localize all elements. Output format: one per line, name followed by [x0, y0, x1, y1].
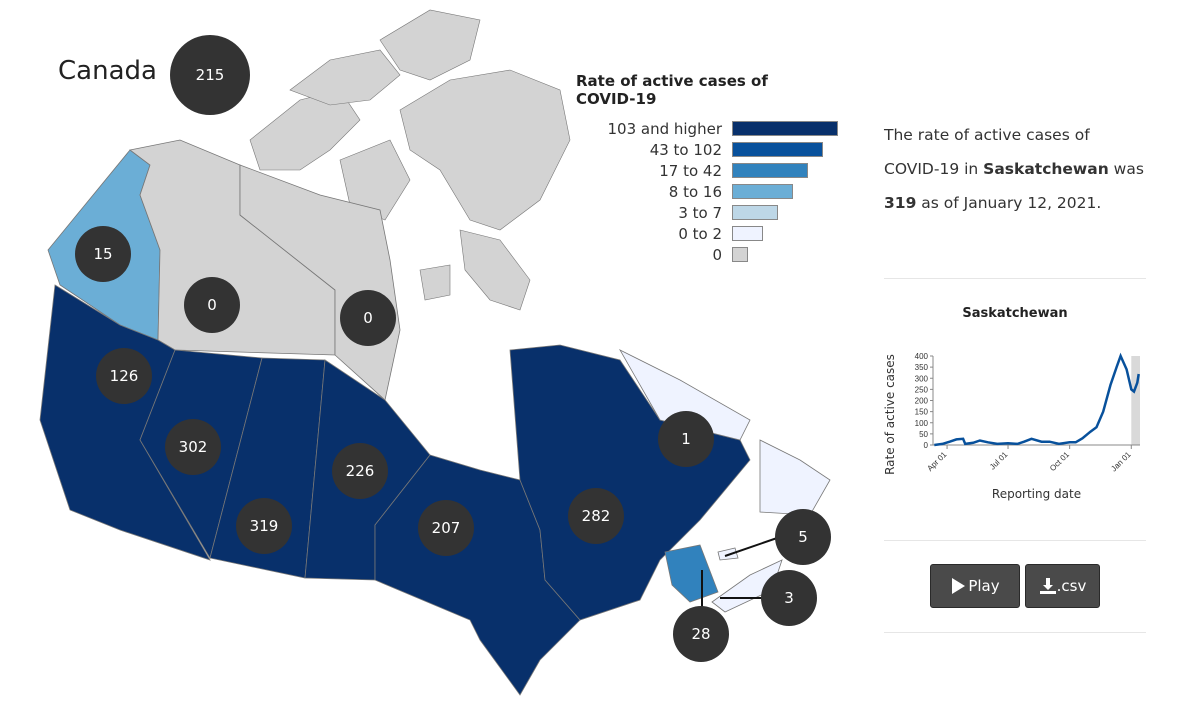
legend: Rate of active cases of COVID-19 103 and…: [576, 72, 838, 265]
region-quebec[interactable]: [509, 344, 751, 621]
legend-label: 17 to 42: [659, 161, 722, 180]
y-tick-label: 50: [919, 430, 928, 439]
bubble-canada[interactable]: 215: [170, 35, 250, 115]
bubble-value: 0: [363, 309, 373, 327]
legend-label: 0 to 2: [678, 224, 722, 243]
region-northwest-territories[interactable]: [129, 139, 336, 356]
highlight-band: [1131, 356, 1140, 445]
chart-title: Saskatchewan: [962, 306, 1068, 321]
bubble-value: 226: [346, 462, 375, 480]
legend-item: 0 to 2: [576, 223, 838, 244]
legend-item: 43 to 102: [576, 139, 838, 160]
bubble-ontario[interactable]: 207: [418, 500, 474, 556]
y-tick-label: 300: [915, 374, 929, 383]
bubble-quebec[interactable]: 282: [568, 488, 624, 544]
play-icon: [952, 578, 966, 594]
y-tick-label: 150: [915, 408, 929, 417]
bubble-value: 0: [207, 296, 217, 314]
legend-swatch: [732, 226, 763, 241]
bubble-british-columbia[interactable]: 126: [96, 348, 152, 404]
bubble-value: 319: [250, 517, 279, 535]
legend-swatch: [732, 121, 838, 136]
bubble-nova-scotia[interactable]: 3: [761, 570, 817, 626]
legend-item: 8 to 16: [576, 181, 838, 202]
y-tick-label: 250: [915, 385, 929, 394]
bubble-value: 207: [432, 519, 461, 537]
legend-label: 3 to 7: [678, 203, 722, 222]
legend-swatch: [732, 142, 823, 157]
divider: [884, 540, 1146, 541]
bubble-nunavut[interactable]: 0: [340, 290, 396, 346]
bubble-value: 5: [798, 528, 808, 546]
legend-swatch: [732, 205, 778, 220]
region-newfoundland-and-labrador[interactable]: [618, 349, 831, 516]
y-tick-label: 400: [915, 352, 929, 361]
x-tick-label: Jan 01: [1109, 450, 1133, 474]
x-tick-label: Oct 01: [1048, 450, 1071, 473]
y-tick-label: 0: [924, 441, 929, 450]
x-axis-label: Reporting date: [992, 487, 1081, 501]
play-button[interactable]: Play: [930, 564, 1020, 608]
legend-title: Rate of active cases of COVID-19: [576, 72, 768, 108]
bubble-manitoba[interactable]: 226: [332, 443, 388, 499]
bubble-value: 126: [110, 367, 139, 385]
series-line: [934, 352, 1140, 447]
bubble-alberta[interactable]: 302: [165, 419, 221, 475]
bubble-value: 28: [691, 625, 710, 643]
legend-swatch: [732, 247, 748, 262]
x-tick-label: Apr 01: [925, 450, 948, 473]
legend-swatch: [732, 163, 808, 178]
bubble-prince-edward-island[interactable]: 5: [775, 509, 831, 565]
bubble-value: 3: [784, 589, 794, 607]
divider: [884, 632, 1146, 633]
bubble-saskatchewan[interactable]: 319: [236, 498, 292, 554]
region-british-columbia[interactable]: [39, 284, 211, 561]
legend-label: 43 to 102: [649, 140, 722, 159]
trend-chart: 0 50 100 150 200 250 300 350 400 Apr 01 Jul 01 Oct …: [883, 352, 1140, 501]
legend-item: 103 and higher: [576, 118, 838, 139]
download-icon: [1039, 578, 1056, 594]
bubble-newfoundland-and-labrador[interactable]: 1: [658, 411, 714, 467]
arctic-islands: [249, 9, 571, 521]
bubble-value: 302: [179, 438, 208, 456]
legend-item: 17 to 42: [576, 160, 838, 181]
bubble-yukon[interactable]: 15: [75, 226, 131, 282]
divider: [884, 278, 1146, 279]
legend-item: 3 to 7: [576, 202, 838, 223]
y-tick-label: 350: [915, 363, 929, 372]
legend-item: 0: [576, 244, 838, 265]
legend-label: 103 and higher: [607, 119, 723, 138]
legend-swatch: [732, 184, 793, 199]
info-region: Saskatchewan: [983, 160, 1109, 178]
bubble-new-brunswick[interactable]: 28: [673, 606, 729, 662]
y-axis-label: Rate of active cases: [883, 354, 897, 475]
legend-label: 8 to 16: [668, 182, 722, 201]
region-new-brunswick[interactable]: [664, 544, 719, 603]
bubble-northwest-territories[interactable]: 0: [184, 277, 240, 333]
x-tick-label: Jul 01: [988, 450, 1010, 472]
bubble-value: 15: [93, 245, 112, 263]
y-tick-label: 100: [915, 419, 929, 428]
legend-label: 0: [712, 245, 722, 264]
canada-label: Canada: [58, 56, 157, 86]
info-value: 319: [884, 194, 917, 212]
bubble-value: 215: [196, 66, 225, 84]
y-tick-label: 200: [915, 397, 929, 406]
bubble-value: 282: [582, 507, 611, 525]
bubble-value: 1: [681, 430, 691, 448]
info-text: The rate of active cases of COVID-19 in …: [884, 126, 1144, 212]
download-csv-button[interactable]: .csv: [1025, 564, 1100, 608]
